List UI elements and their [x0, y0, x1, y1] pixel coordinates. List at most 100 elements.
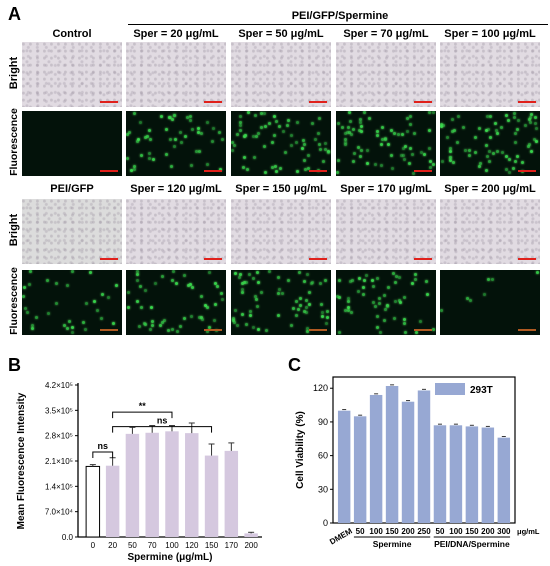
- gfp-cell: [295, 141, 298, 144]
- gfp-cell: [401, 133, 404, 136]
- gfp-cell: [491, 278, 494, 281]
- gfp-cell: [197, 127, 200, 130]
- gfp-cell: [372, 285, 375, 288]
- gfp-cell: [298, 271, 301, 274]
- gfp-cell: [505, 168, 508, 171]
- fluorescence-image: [440, 270, 540, 335]
- gfp-cell: [468, 154, 471, 157]
- gfp-cell: [446, 136, 449, 139]
- gfp-cell: [239, 115, 242, 118]
- gfp-cell: [190, 164, 193, 167]
- gfp-cell: [213, 319, 216, 322]
- gfp-cell: [474, 136, 477, 139]
- gfp-cell: [381, 126, 384, 129]
- gfp-cell: [501, 151, 504, 154]
- gfp-cell: [184, 135, 187, 138]
- row-label-bright: Bright: [8, 56, 20, 90]
- gfp-cell: [371, 279, 374, 282]
- gfp-cell: [248, 273, 251, 276]
- gfp-cell: [442, 124, 445, 127]
- gfp-cell: [398, 276, 401, 279]
- gfp-cell: [154, 282, 157, 285]
- column-header: Sper = 70 μg/mL: [343, 28, 429, 40]
- gfp-cell: [46, 279, 49, 282]
- gfp-cell: [139, 285, 142, 288]
- x-tick-label: 300: [497, 527, 511, 536]
- y-tick-label: 60: [318, 451, 328, 461]
- gfp-cell: [55, 302, 58, 305]
- gfp-cell: [317, 132, 320, 135]
- y-tick-label: 7.0×10⁴: [45, 508, 74, 517]
- column-header: Sper = 200 μg/mL: [444, 183, 536, 195]
- gfp-cell: [254, 114, 257, 117]
- gfp-cell: [426, 293, 429, 296]
- gfp-cell: [232, 319, 235, 322]
- gfp-cell: [189, 119, 192, 122]
- scale-bar: [100, 170, 118, 172]
- gfp-cell: [358, 129, 361, 132]
- gfp-cell: [139, 121, 142, 124]
- gfp-cell: [198, 316, 201, 319]
- x-tick-label: 150: [465, 527, 479, 536]
- gfp-cell: [296, 170, 299, 173]
- gfp-cell: [508, 158, 511, 161]
- gfp-cell: [127, 291, 130, 294]
- gfp-cell: [233, 144, 236, 147]
- gfp-cell: [398, 299, 401, 302]
- scale-bar: [309, 101, 327, 103]
- gfp-cell: [96, 309, 99, 312]
- gfp-cell: [165, 153, 168, 156]
- column-header: Control: [52, 28, 92, 40]
- gfp-cell: [133, 112, 136, 115]
- gfp-cell: [279, 167, 282, 170]
- gfp-cell: [376, 315, 379, 318]
- gfp-cell: [136, 300, 139, 303]
- gfp-cell: [408, 162, 411, 165]
- gfp-cell: [530, 150, 533, 153]
- gfp-cell: [428, 111, 431, 114]
- bright-field-image: [440, 199, 540, 264]
- gfp-cell: [216, 285, 219, 288]
- gfp-cell: [252, 326, 255, 329]
- gfp-cell: [165, 128, 168, 131]
- gfp-cell: [231, 149, 234, 152]
- gfp-cell: [138, 325, 141, 328]
- gfp-cell: [171, 118, 174, 121]
- gfp-cell: [273, 115, 276, 118]
- bright-field-image: [231, 199, 331, 264]
- gfp-cell: [256, 305, 259, 308]
- gfp-cell: [348, 131, 351, 134]
- gfp-cell: [305, 306, 308, 309]
- gfp-cell: [239, 273, 242, 276]
- x-tick-label: 0: [91, 541, 96, 550]
- gfp-cell: [507, 119, 510, 122]
- gfp-cell: [246, 168, 249, 171]
- gfp-cell: [378, 302, 381, 305]
- gfp-cell: [136, 279, 139, 282]
- gfp-cell: [390, 129, 393, 132]
- gfp-cell: [144, 289, 147, 292]
- y-tick-label: 120: [313, 383, 328, 393]
- gfp-cell: [290, 134, 293, 137]
- scale-bar: [518, 170, 536, 172]
- significance-bracket: [92, 451, 114, 458]
- x-tick-label: 50: [128, 541, 137, 550]
- gfp-cell: [358, 277, 361, 280]
- bar: [401, 401, 415, 523]
- gfp-cell: [183, 274, 186, 277]
- gfp-cell: [144, 323, 147, 326]
- gfp-cell: [172, 270, 175, 273]
- gfp-cell: [257, 328, 260, 331]
- gfp-cell: [271, 166, 274, 169]
- gfp-cell: [191, 128, 194, 131]
- x-tick-label: 200: [401, 527, 415, 536]
- bar: [433, 425, 447, 523]
- gfp-cell: [268, 122, 271, 125]
- gfp-cell: [428, 129, 431, 132]
- gfp-cell: [380, 164, 383, 167]
- gfp-cell: [392, 272, 395, 275]
- gfp-cell: [379, 331, 382, 334]
- gfp-cell: [415, 331, 418, 334]
- gfp-cell: [148, 152, 151, 155]
- gfp-cell: [133, 165, 136, 168]
